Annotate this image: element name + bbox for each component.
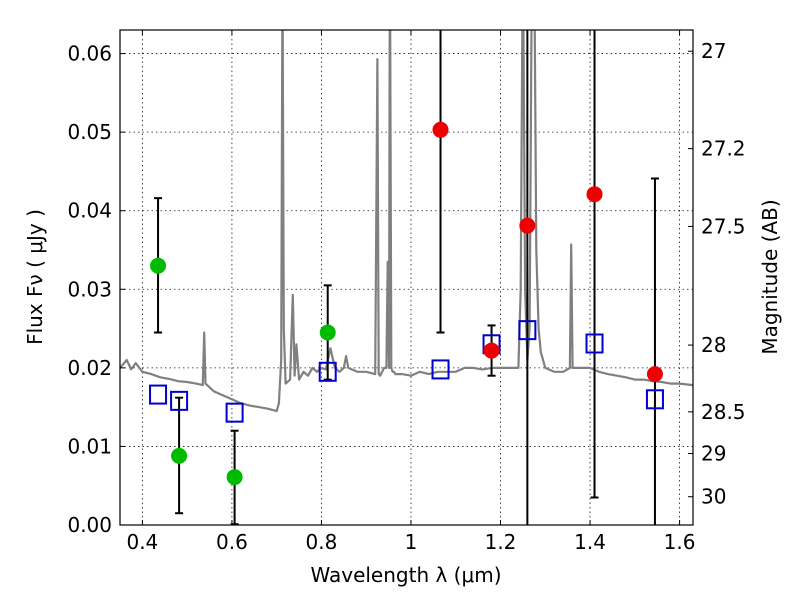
right-tick-label: 30 xyxy=(701,485,726,509)
model-square-marker xyxy=(149,384,168,405)
green-point xyxy=(319,324,336,341)
spectrum-line xyxy=(120,30,693,413)
x-tick-label: 0.6 xyxy=(216,530,248,554)
green-point xyxy=(150,257,167,274)
x-tick-label: 0.4 xyxy=(126,530,158,554)
x-tick-label: 0.8 xyxy=(306,530,338,554)
model-square-marker xyxy=(431,359,450,380)
x-tick-label: 1.2 xyxy=(485,530,517,554)
red-point xyxy=(586,186,603,203)
right-tick-label: 27.5 xyxy=(701,214,746,238)
y-tick-label: 0.01 xyxy=(67,434,112,458)
y-axis-label: Flux Fν ( μJy ) xyxy=(23,209,47,345)
right-tick-label: 27.2 xyxy=(701,137,746,161)
axes: 0.4 0.6 0.8 1 1.2 1.4 1.6 0.00 0.01 0.02 0.03 0.04 0… xyxy=(67,30,746,554)
model-square-marker xyxy=(585,333,604,354)
x-axis-label: Wavelength λ (μm) xyxy=(310,563,501,587)
x-tick-label: 1 xyxy=(405,530,418,554)
red-point xyxy=(432,121,449,138)
right-tick-label: 28.5 xyxy=(701,400,746,424)
y-tick-label: 0.03 xyxy=(67,277,112,301)
plot-frame xyxy=(119,29,694,526)
model-square-marker xyxy=(170,390,189,411)
red-point xyxy=(483,342,500,359)
plot-area xyxy=(120,30,693,525)
model-square-marker xyxy=(318,361,337,382)
y-tick-label: 0.00 xyxy=(67,513,112,537)
green-point xyxy=(171,447,188,464)
red-point xyxy=(646,366,663,383)
right-tick-label: 27 xyxy=(701,39,726,63)
y-tick-label: 0.06 xyxy=(67,42,112,66)
right-tick-label: 28 xyxy=(701,333,726,357)
right-axis-label: Magnitude (AB) xyxy=(758,199,782,354)
green-point xyxy=(226,469,243,486)
model-square-marker xyxy=(225,402,244,423)
model-square-marker xyxy=(518,320,537,341)
y-tick-label: 0.05 xyxy=(67,120,112,144)
grid xyxy=(120,30,693,526)
x-tick-label: 1.4 xyxy=(574,530,606,554)
model-square-marker xyxy=(645,389,664,410)
y-tick-label: 0.04 xyxy=(67,199,112,223)
right-tick-label: 29 xyxy=(701,442,726,466)
y-tick-label: 0.02 xyxy=(67,356,112,380)
red-point xyxy=(519,217,536,234)
x-tick-label: 1.6 xyxy=(664,530,696,554)
